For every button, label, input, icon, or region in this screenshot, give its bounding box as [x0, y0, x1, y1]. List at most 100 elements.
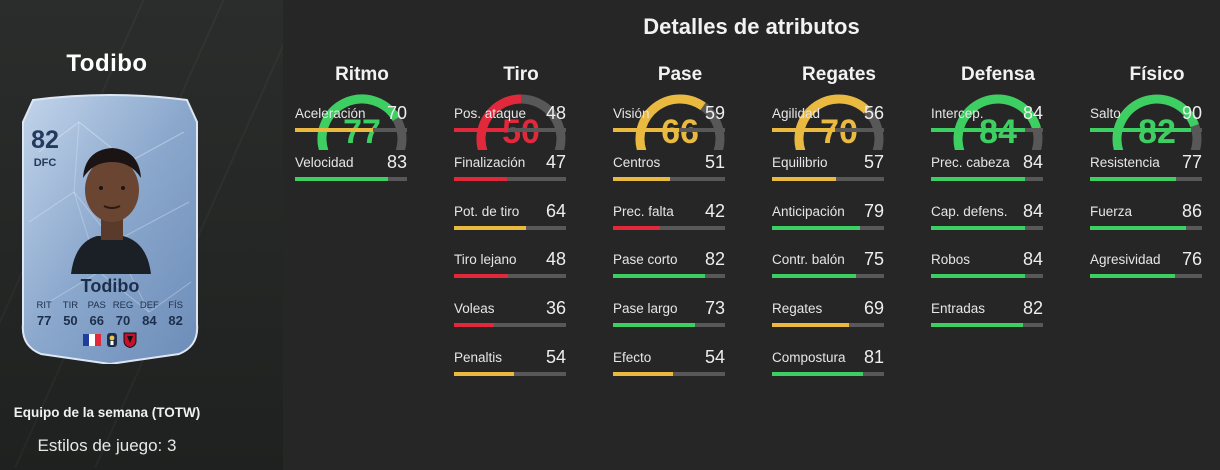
attribute-value: 84 [1022, 249, 1043, 269]
category-name: Físico [1129, 64, 1185, 85]
attribute-row[interactable]: Resistencia 77 [1090, 152, 1202, 189]
attribute-name: Prec. cabeza [931, 155, 1010, 170]
gauge-fill [476, 94, 522, 150]
attribute-row[interactable]: Contr. balón 75 [772, 249, 884, 286]
attribute-bar-track [1090, 274, 1202, 278]
attribute-row[interactable]: Cap. defens. 84 [931, 201, 1043, 238]
card-stat-value: 50 [63, 313, 78, 328]
card-stat-label: RIT [36, 300, 52, 311]
attribute-bar-fill [613, 226, 661, 230]
card-stat-values: 77 50 66 70 84 82 [31, 313, 189, 328]
attribute-row[interactable]: Pot. de tiro 64 [454, 201, 566, 238]
card-player-name: Todibo [80, 276, 140, 296]
attribute-bar-track [613, 323, 725, 327]
attribute-bar-fill [931, 323, 1023, 327]
attribute-bar-track [613, 274, 725, 278]
card-stat-label: REG [112, 300, 134, 311]
category-rating: 82 [1138, 113, 1176, 151]
attribute-row[interactable]: Robos 84 [931, 249, 1043, 286]
attribute-row[interactable]: Penaltis 54 [454, 347, 566, 384]
card-stat-value: 82 [168, 313, 183, 328]
category-name: Regates [802, 64, 876, 85]
attribute-row[interactable]: Fuerza 86 [1090, 201, 1202, 238]
attribute-bar-fill [772, 226, 861, 230]
attribute-row[interactable]: Regates 69 [772, 298, 884, 335]
attribute-value: 51 [704, 152, 725, 172]
attribute-row[interactable]: Velocidad 83 [295, 152, 407, 189]
attribute-bar-track [613, 372, 725, 376]
attribute-bar-fill [613, 323, 695, 327]
attribute-row[interactable]: Anticipación 79 [772, 201, 884, 238]
attribute-bar-fill [295, 128, 374, 132]
attribute-bar-track [772, 372, 884, 376]
attribute-row[interactable]: Agilidad 56 [772, 103, 884, 140]
attribute-row[interactable]: Visión 59 [613, 103, 725, 140]
card-background-icon [21, 94, 199, 364]
attribute-name: Fuerza [1090, 204, 1133, 219]
card-stat-label: TIR [62, 300, 79, 311]
attribute-bar-track [1090, 128, 1202, 132]
attribute-row[interactable]: Equilibrio 57 [772, 152, 884, 189]
attribute-bar-track [931, 177, 1043, 181]
attribute-bar-track [772, 177, 884, 181]
attribute-name: Anticipación [772, 204, 845, 219]
attribute-row[interactable]: Voleas 36 [454, 298, 566, 335]
attribute-row[interactable]: Pase largo 73 [613, 298, 725, 335]
attribute-row[interactable]: Salto 90 [1090, 103, 1202, 140]
attribute-value: 77 [1181, 152, 1202, 172]
attribute-row[interactable]: Tiro lejano 48 [454, 249, 566, 286]
attribute-row[interactable]: Intercep. 84 [931, 103, 1043, 140]
attribute-value: 84 [1022, 201, 1043, 221]
attribute-bar-track [454, 226, 566, 230]
attribute-value: 69 [863, 298, 884, 318]
attribute-name: Agresividad [1090, 252, 1161, 267]
attribute-bar-track [454, 323, 566, 327]
attribute-bar-track [772, 323, 884, 327]
attribute-bar-track [772, 274, 884, 278]
attribute-row[interactable]: Efecto 54 [613, 347, 725, 384]
attribute-name: Salto [1090, 106, 1121, 121]
category-rating: 70 [820, 113, 858, 151]
card-stat-label: PAS [87, 300, 106, 311]
attribute-value: 83 [386, 152, 407, 172]
attribute-bar-track [295, 177, 407, 181]
attribute-value: 76 [1181, 249, 1202, 269]
attribute-name: Compostura [772, 350, 846, 365]
attribute-name: Pot. de tiro [454, 204, 520, 219]
attribute-name: Penaltis [454, 350, 503, 365]
category-rating: 84 [979, 113, 1017, 151]
attribute-value: 73 [704, 298, 725, 318]
attribute-value: 59 [704, 103, 725, 123]
attribute-bar-track [613, 226, 725, 230]
player-card[interactable] [19, 92, 201, 364]
attribute-row[interactable]: Prec. cabeza 84 [931, 152, 1043, 189]
attribute-name: Pase largo [613, 301, 678, 316]
attribute-value: 56 [863, 103, 884, 123]
attribute-value: 75 [863, 249, 884, 269]
attribute-bar-fill [454, 226, 526, 230]
attribute-row[interactable]: Centros 51 [613, 152, 725, 189]
attribute-bar-fill [772, 372, 863, 376]
attribute-row[interactable]: Pase corto 82 [613, 249, 725, 286]
attribute-row[interactable]: Compostura 81 [772, 347, 884, 384]
attribute-value: 36 [545, 298, 566, 318]
attribute-row[interactable]: Pos. ataque 48 [454, 103, 566, 140]
attribute-bar-track [1090, 226, 1202, 230]
attribute-row[interactable]: Entradas 82 [931, 298, 1043, 335]
attribute-bar-fill [931, 177, 1026, 181]
attribute-value: 86 [1181, 201, 1202, 221]
attribute-bar-track [613, 177, 725, 181]
category-name: Pase [657, 64, 703, 85]
attribute-bar-fill [454, 128, 508, 132]
attribute-bar-fill [613, 177, 671, 181]
attribute-bar-track [454, 372, 566, 376]
attribute-name: Visión [613, 106, 650, 121]
attribute-row[interactable]: Aceleración 70 [295, 103, 407, 140]
play-styles-label[interactable]: Estilos de juego: 3 [37, 436, 177, 455]
attribute-value: 54 [545, 347, 566, 367]
gauge-fill [794, 94, 870, 150]
attribute-row[interactable]: Finalización 47 [454, 152, 566, 189]
attribute-bar-track [931, 226, 1043, 230]
attribute-row[interactable]: Prec. falta 42 [613, 201, 725, 238]
attribute-row[interactable]: Agresividad 76 [1090, 249, 1202, 286]
